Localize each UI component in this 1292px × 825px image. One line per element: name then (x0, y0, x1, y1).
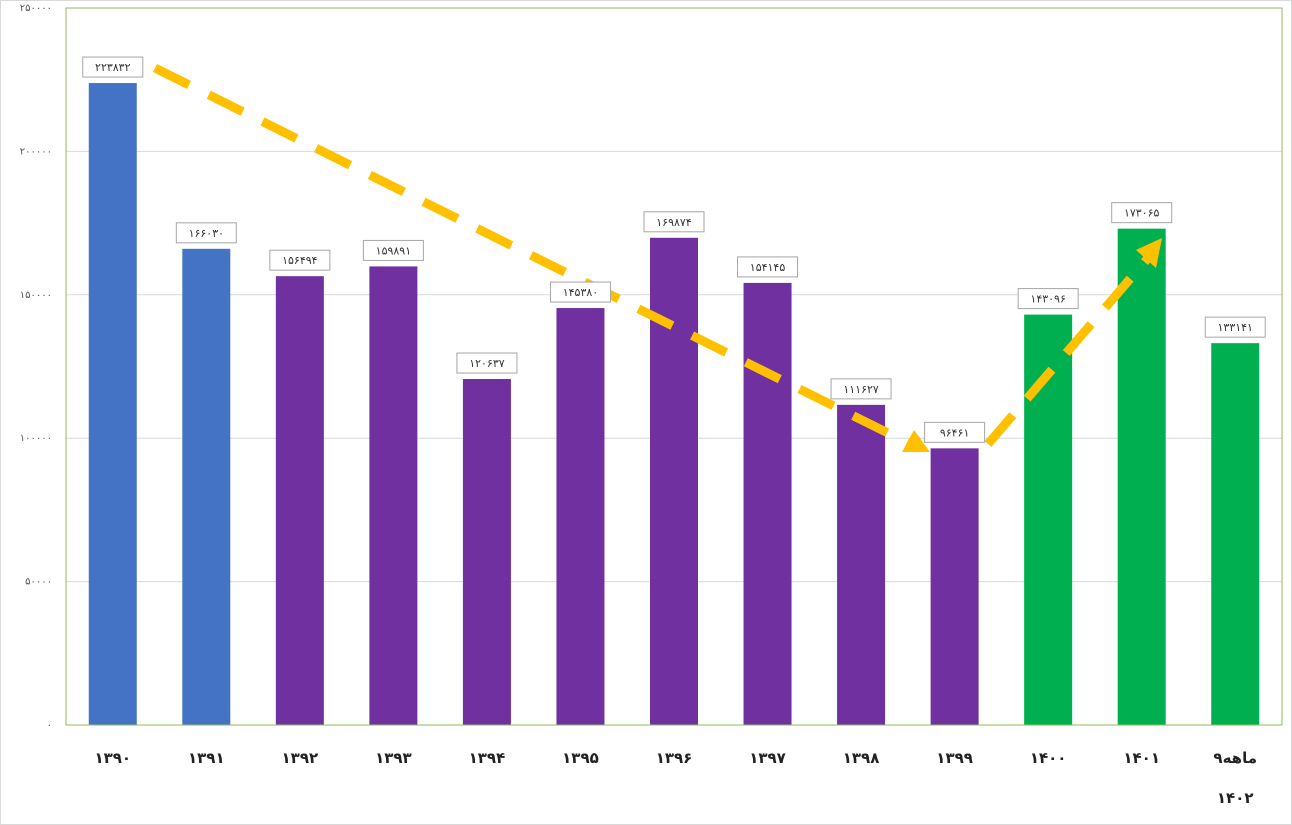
up-trend-line (984, 255, 1152, 447)
x-tick-label: ۱۳۹۱ (187, 749, 225, 767)
x-tick-label: ۱۳۹۲ (281, 749, 319, 767)
y-tick-label: ۲۵۰۰۰۰ (20, 3, 52, 14)
data-label-box (175, 222, 237, 244)
data-label-box (1017, 288, 1079, 310)
data-label-box (362, 239, 424, 261)
bar (1211, 343, 1260, 725)
x-tick-label: ۱۳۹۴ (468, 749, 506, 767)
data-label: ۱۱۱۶۲۷ (843, 383, 879, 396)
bar (1024, 314, 1073, 725)
bar (556, 308, 605, 725)
data-label-box (1204, 316, 1266, 338)
bar (369, 266, 418, 725)
data-label: ۱۲۰۶۳۷ (469, 357, 505, 370)
data-label-box (830, 378, 892, 400)
bar (462, 379, 511, 725)
x-tick-label: ۹ماهه ۱۴۰۲ (1213, 749, 1257, 807)
data-label-box (737, 256, 799, 278)
data-label-box (82, 56, 144, 78)
bar (650, 237, 698, 725)
data-label: ۹۶۴۶۱ (940, 426, 970, 439)
y-tick-label: ۱۰۰۰۰۰ (20, 433, 52, 444)
bar (88, 83, 137, 726)
y-tick-label: ۲۰۰۰۰۰ (20, 146, 52, 157)
data-label: ۱۶۹۸۷۴ (656, 216, 692, 229)
bar (182, 248, 231, 725)
data-label-box (1111, 202, 1173, 224)
y-tick-label: ۵۰۰۰۰ (25, 577, 52, 588)
x-tick-label: ۱۳۹۸ (842, 749, 880, 767)
bar (743, 282, 792, 725)
trend-arrows (152, 63, 1162, 452)
data-label: ۱۷۳۰۶۵ (1124, 207, 1160, 220)
data-label-box (456, 352, 518, 374)
data-label-box (643, 211, 705, 233)
data-label: ۱۶۶۰۳۰ (189, 227, 224, 240)
x-tick-label: ۱۳۹۷ (749, 749, 786, 767)
x-tick-label: ۱۴۰۱ (1123, 749, 1160, 767)
data-label: ۱۳۳۱۴۱ (1218, 321, 1253, 334)
y-tick-label: ۰ (47, 720, 52, 731)
x-tick-label: ۱۳۹۶ (655, 749, 693, 767)
x-tick-label: ۱۳۹۵ (562, 749, 599, 767)
x-tick-label: ۱۳۹۰ (94, 749, 132, 767)
bar (1117, 228, 1166, 725)
data-label-box (924, 421, 986, 443)
data-label: ۱۵۴۱۴۵ (750, 261, 786, 274)
down-trend-line (152, 63, 913, 449)
y-tick-label: ۱۵۰۰۰۰ (20, 290, 52, 301)
data-label: ۱۵۶۴۹۴ (282, 254, 318, 267)
arrow-head (1136, 238, 1162, 268)
data-label-box (269, 249, 331, 271)
arrow-head (902, 430, 930, 452)
data-label-box (549, 281, 611, 303)
data-label: ۲۲۳۸۳۲ (95, 61, 131, 74)
data-label: ۱۴۳۰۹۶ (1030, 293, 1065, 306)
bar (275, 276, 324, 725)
x-tick-label: ۱۳۹۹ (936, 749, 973, 767)
data-label: ۱۴۵۳۸۰ (563, 286, 598, 299)
plot-border (65, 7, 1283, 726)
x-tick-label: ۱۳۹۳ (375, 749, 412, 767)
data-label: ۱۵۹۸۹۱ (376, 244, 411, 257)
bar (930, 448, 979, 725)
x-tick-label: ۱۴۰۰ (1029, 749, 1067, 767)
bar (837, 404, 886, 725)
